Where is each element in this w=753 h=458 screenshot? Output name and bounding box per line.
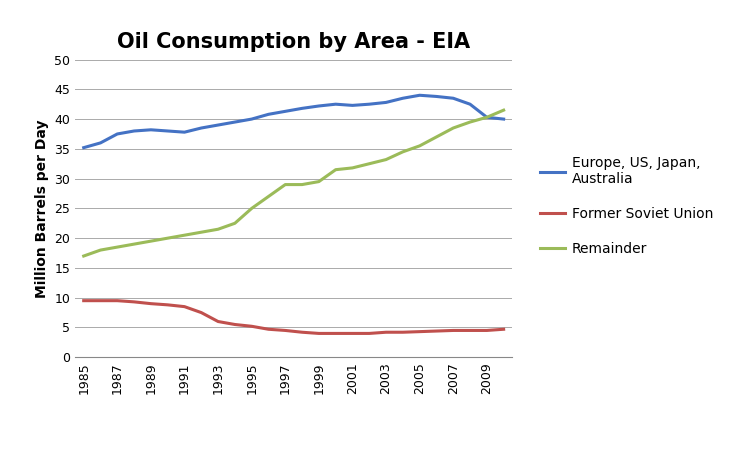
Title: Oil Consumption by Area - EIA: Oil Consumption by Area - EIA <box>117 33 470 52</box>
Legend: Europe, US, Japan,
Australia, Former Soviet Union, Remainder: Europe, US, Japan, Australia, Former Sov… <box>534 151 718 262</box>
Y-axis label: Million Barrels per Day: Million Barrels per Day <box>35 119 49 298</box>
